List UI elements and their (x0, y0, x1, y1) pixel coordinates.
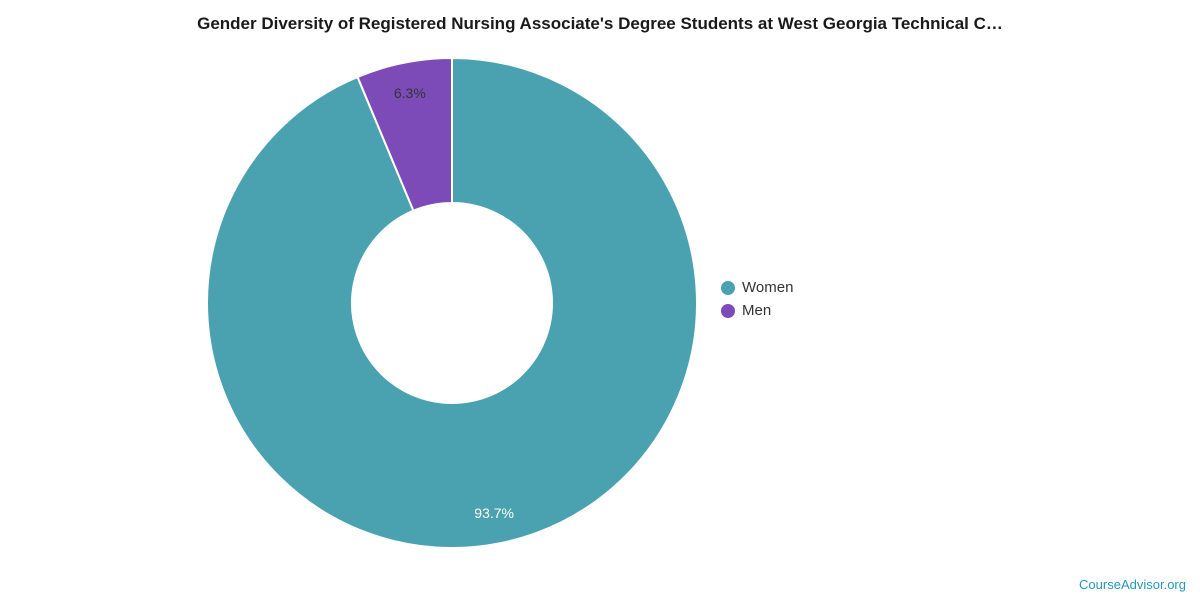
slice-label-women: 93.7% (474, 505, 514, 521)
legend-label-women: Women (742, 279, 794, 296)
legend-swatch-men-icon (721, 303, 735, 318)
legend-label-men: Men (742, 302, 772, 319)
legend-item-men[interactable]: Men (721, 302, 793, 319)
courseadvisor-link[interactable]: CourseAdvisor.org (1079, 577, 1186, 592)
slice-men[interactable] (356, 57, 453, 212)
slice-label-men: 6.3% (394, 85, 426, 101)
legend-swatch-women-icon (721, 280, 735, 295)
slice-women[interactable] (206, 57, 698, 549)
legend: Women Men (721, 279, 793, 319)
chart-title: Gender Diversity of Registered Nursing A… (197, 14, 1003, 33)
legend-item-women[interactable]: Women (721, 279, 793, 296)
